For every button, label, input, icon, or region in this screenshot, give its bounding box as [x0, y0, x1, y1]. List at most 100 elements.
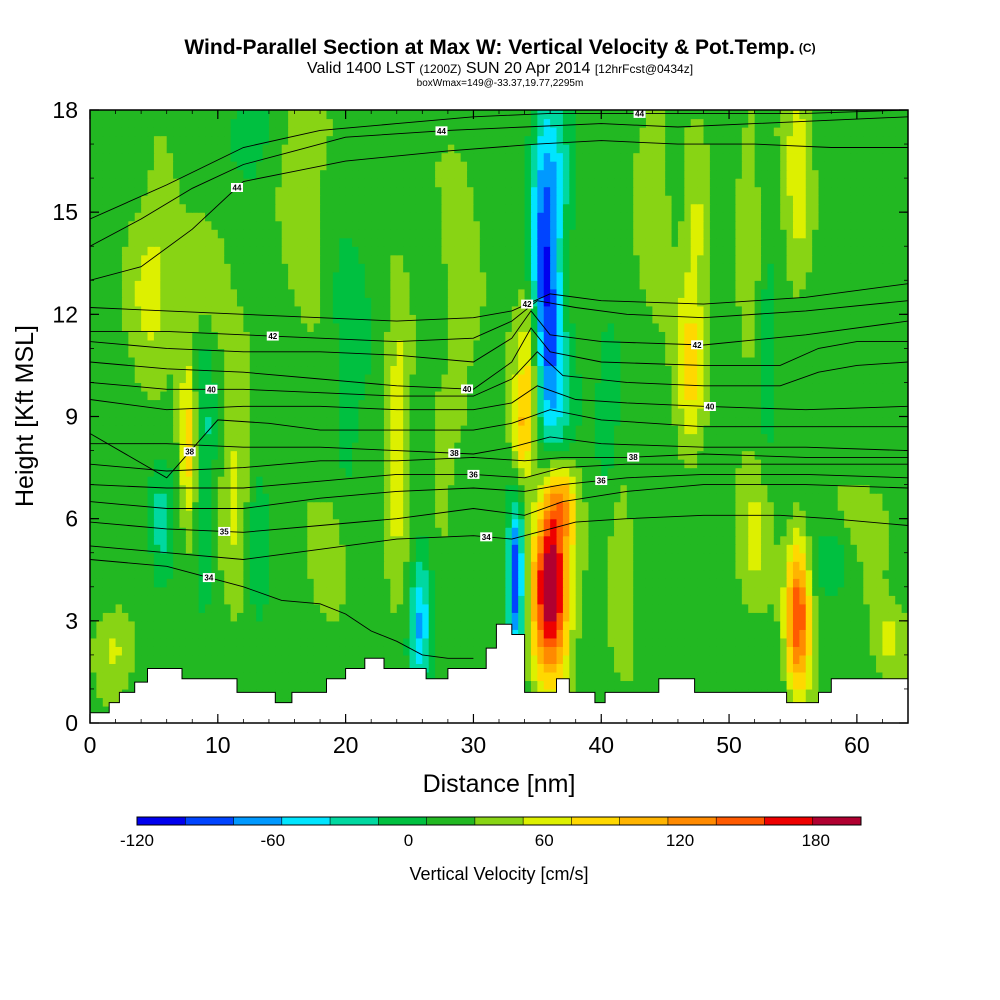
field-cell	[217, 535, 225, 545]
field-cell	[454, 527, 462, 537]
field-cell	[888, 501, 896, 511]
field-cell	[352, 425, 360, 435]
field-cell	[748, 459, 756, 469]
field-cell	[300, 467, 308, 477]
field-cell	[281, 425, 289, 435]
field-cell	[211, 484, 219, 494]
field-cell	[652, 390, 660, 401]
field-cell	[741, 442, 749, 452]
field-cell	[812, 425, 820, 435]
field-cell	[748, 620, 756, 630]
field-cell	[230, 459, 238, 469]
field-cell	[831, 399, 839, 409]
field-cell	[198, 552, 206, 562]
field-cell	[230, 535, 238, 545]
field-cell	[767, 552, 775, 562]
field-cell	[824, 569, 832, 579]
field-cell	[601, 416, 609, 426]
field-cell	[556, 620, 564, 630]
field-cell	[256, 493, 264, 503]
field-cell	[569, 612, 577, 622]
field-cell	[256, 484, 264, 494]
field-cell	[767, 425, 775, 435]
field-cell	[831, 535, 839, 545]
field-cell	[217, 646, 225, 656]
field-cell	[345, 407, 353, 418]
field-cell	[594, 646, 602, 656]
field-cell	[179, 671, 187, 682]
field-cell	[377, 501, 385, 511]
field-cell	[230, 510, 238, 520]
field-cell	[230, 544, 238, 554]
forecast-info: [12hrFcst@0434z]	[594, 62, 694, 76]
field-cell	[224, 646, 232, 656]
field-cell	[409, 654, 417, 664]
field-cell	[792, 671, 800, 682]
field-cell	[901, 459, 908, 469]
field-cell	[722, 646, 730, 656]
field-cell	[173, 493, 181, 503]
field-cell	[345, 569, 353, 579]
field-cell	[467, 442, 475, 452]
field-cell	[256, 467, 264, 477]
field-cell	[236, 671, 244, 682]
field-cell	[665, 612, 673, 622]
field-cell	[256, 561, 264, 571]
field-cell	[780, 629, 788, 639]
field-cell	[390, 501, 398, 511]
field-cell	[294, 501, 302, 511]
field-cell	[377, 646, 385, 656]
field-cell	[620, 603, 628, 613]
field-cell	[371, 501, 379, 511]
field-cell	[614, 646, 622, 656]
field-cell	[268, 586, 276, 596]
field-cell	[102, 586, 110, 596]
field-cell	[761, 603, 769, 613]
field-cell	[300, 637, 308, 647]
field-cell	[850, 544, 858, 554]
field-cell	[179, 535, 187, 545]
field-cell	[281, 544, 289, 554]
field-cell	[741, 390, 749, 401]
field-cell	[134, 620, 142, 630]
field-cell	[307, 484, 315, 494]
field-cell	[518, 569, 526, 579]
field-cell	[473, 518, 481, 528]
field-cell	[166, 578, 174, 588]
field-cell	[805, 390, 813, 401]
field-cell	[102, 416, 110, 426]
field-cell	[383, 484, 391, 494]
field-cell	[850, 603, 858, 613]
field-cell	[901, 433, 908, 443]
field-cell	[569, 399, 577, 409]
field-cell	[320, 450, 328, 460]
field-cell	[383, 425, 391, 435]
field-cell	[281, 697, 289, 707]
field-cell	[863, 646, 871, 656]
field-cell	[677, 620, 685, 630]
field-cell	[454, 476, 462, 486]
field-cell	[262, 425, 270, 435]
field-cell	[243, 680, 251, 690]
field-cell	[722, 510, 730, 520]
field-cell	[805, 629, 813, 639]
field-cell	[767, 654, 775, 664]
field-cell	[831, 527, 839, 537]
field-cell	[115, 586, 123, 596]
field-cell	[799, 569, 807, 579]
field-cell	[288, 399, 296, 409]
field-cell	[441, 476, 449, 486]
field-cell	[364, 595, 372, 605]
field-cell	[134, 527, 142, 537]
field-cell	[428, 442, 436, 452]
field-cell	[792, 612, 800, 622]
field-cell	[435, 586, 443, 596]
field-cell	[332, 578, 340, 588]
field-cell	[601, 484, 609, 494]
field-cell	[396, 569, 404, 579]
field-cell	[198, 476, 206, 486]
field-cell	[697, 603, 705, 613]
field-cell	[812, 595, 820, 605]
field-cell	[428, 527, 436, 537]
field-cell	[518, 442, 526, 452]
